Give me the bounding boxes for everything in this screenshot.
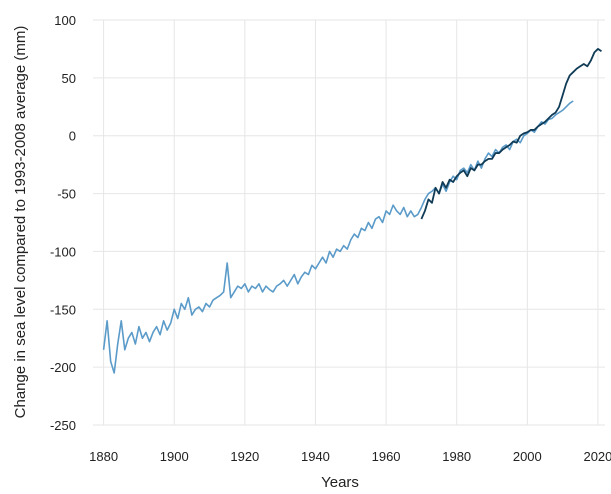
x-tick-label: 1960 bbox=[372, 449, 401, 464]
y-axis-title: Change in sea level compared to 1993-200… bbox=[12, 26, 29, 419]
y-tick-label: -200 bbox=[50, 360, 76, 375]
x-tick-label: 1900 bbox=[160, 449, 189, 464]
y-tick-label: -150 bbox=[50, 302, 76, 317]
series-line-2 bbox=[420, 48, 602, 220]
y-tick-label: 0 bbox=[69, 129, 76, 144]
tick-labels: 100 50 0 -50 -100 -150 -200 -250 1880 1900 1920 194… bbox=[50, 13, 611, 464]
series-line-1 bbox=[102, 100, 574, 374]
x-tick-label: 2020 bbox=[583, 449, 611, 464]
x-axis-title: Years bbox=[321, 474, 359, 489]
y-tick-label: 100 bbox=[54, 13, 76, 28]
x-tick-label: 1880 bbox=[89, 449, 118, 464]
y-tick-label: 50 bbox=[62, 71, 76, 86]
series-lines bbox=[102, 48, 602, 374]
y-tick-label: -50 bbox=[57, 187, 76, 202]
x-tick-label: 2000 bbox=[513, 449, 542, 464]
x-tick-label: 1940 bbox=[301, 449, 330, 464]
x-tick-label: 1920 bbox=[230, 449, 259, 464]
gridlines bbox=[93, 19, 605, 426]
y-tick-label: -100 bbox=[50, 244, 76, 259]
y-tick-label: -250 bbox=[50, 418, 76, 433]
x-tick-label: 1980 bbox=[442, 449, 471, 464]
